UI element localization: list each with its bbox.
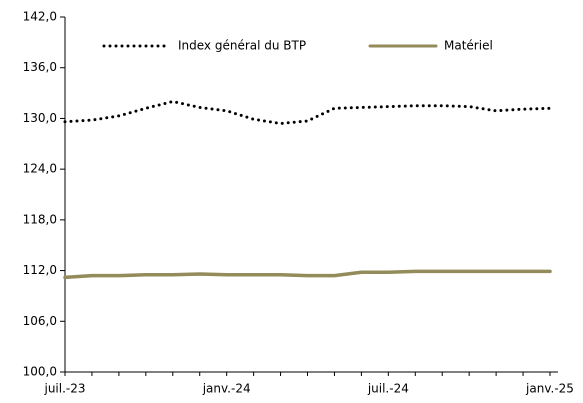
y-tick-label: 118,0 — [23, 212, 57, 226]
legend-label: Matériel — [444, 39, 493, 53]
x-tick-label: janv.-24 — [202, 382, 251, 396]
y-tick-label: 112,0 — [23, 263, 57, 277]
y-tick-label: 106,0 — [23, 314, 57, 328]
y-tick-label: 142,0 — [23, 10, 57, 24]
y-tick-label: 100,0 — [23, 365, 57, 379]
y-tick-label: 130,0 — [23, 111, 57, 125]
y-tick-label: 124,0 — [23, 162, 57, 176]
x-tick-label: juil.-24 — [367, 382, 409, 396]
x-tick-label: juil.-23 — [43, 382, 85, 396]
legend-label: Index général du BTP — [178, 39, 306, 53]
series-line — [63, 269, 552, 280]
x-tick-label: janv.-25 — [525, 382, 574, 396]
series-line — [63, 99, 552, 126]
y-tick-label: 136,0 — [23, 60, 57, 74]
